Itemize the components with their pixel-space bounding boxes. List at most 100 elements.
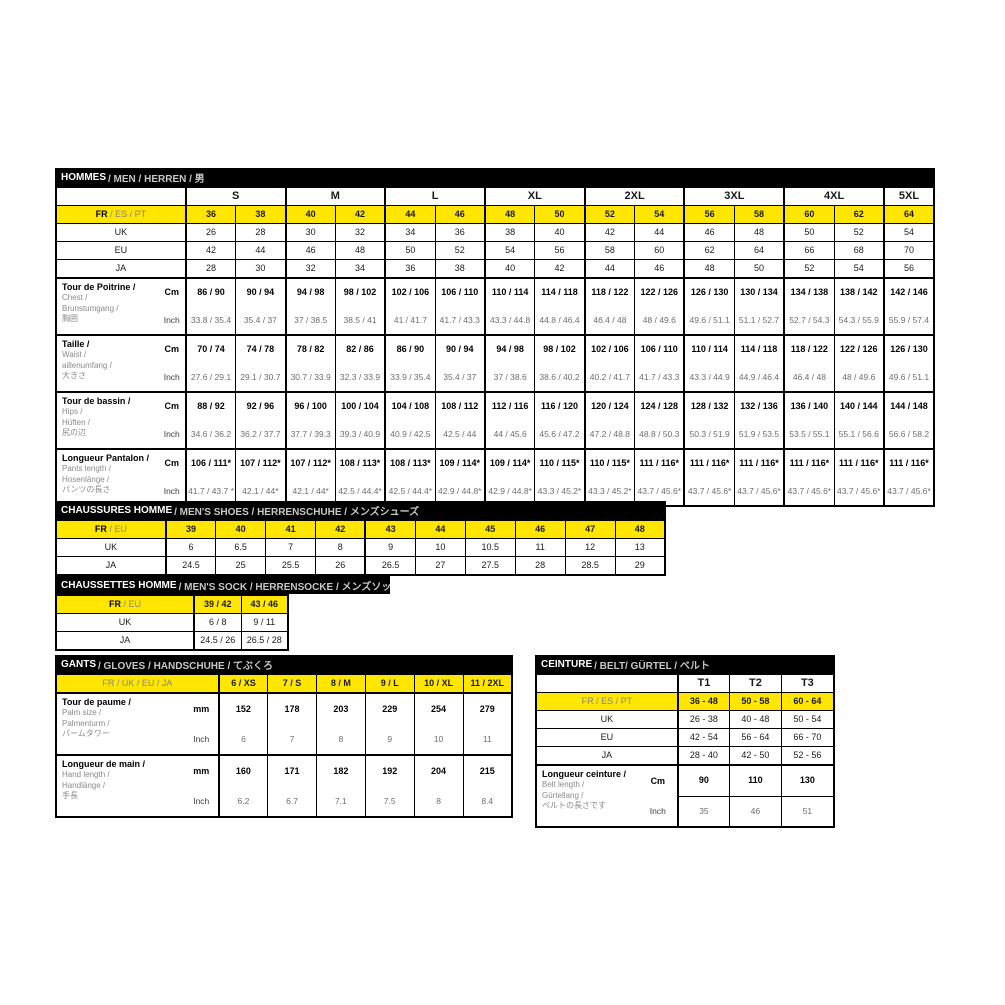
imperial-value: 43.7 / 45.6* <box>687 486 732 496</box>
metric-value: 112 / 116 <box>491 401 529 412</box>
metric-value: 279 <box>479 703 495 714</box>
measure-value-cell: 114 / 118 44.8 / 46.4 <box>534 277 586 336</box>
measure-value-cell: 110 / 114 43.3 / 44.8 <box>483 277 536 336</box>
imperial-value: 43.7 / 45.6* <box>887 486 931 496</box>
metric-value: 106 / 110 <box>441 287 479 298</box>
measure-value-cell: 110 / 115* 43.3 / 45.2* <box>583 448 636 507</box>
measure-label-main: Taille / <box>62 339 90 349</box>
region-label-cell: FR / EU <box>55 594 195 614</box>
title-text-bold: HOMMES <box>61 171 106 183</box>
measure-value-cell: 136 / 140 53.5 / 55.1 <box>783 391 835 450</box>
metric-value: 128 / 132 <box>690 401 729 412</box>
size-group-cell: M <box>284 186 386 206</box>
measure-value-cell: 140 / 144 55.1 / 56.6 <box>833 391 885 450</box>
measure-value-cell: 90 35 <box>676 764 731 828</box>
unit-top-label: Cm <box>164 287 180 298</box>
metric-value: 111 / 116* <box>739 458 779 469</box>
region-row: JA 28 - 40 42 - 50 52 - 56 <box>535 746 835 766</box>
value-cell: 48 <box>683 259 735 279</box>
measure-label-sub: パンツの長さ <box>62 485 111 494</box>
region-label-cell: UK <box>55 223 187 242</box>
metric-value: 160 <box>235 765 251 776</box>
metric-value: 100 / 104 <box>341 401 379 412</box>
value-cell: 44 <box>583 259 636 279</box>
measure-label-sub: Chest / <box>62 293 88 302</box>
measure-row: Longueur de main / Hand length / Handlänge… <box>55 754 513 818</box>
metric-value: 111 / 116* <box>789 458 830 469</box>
measure-label-sub: Hosenlänge / <box>62 474 110 484</box>
imperial-value: 43.7 / 45.6* <box>787 486 832 496</box>
value-cell: 68 <box>833 241 885 260</box>
measure-value-cell: 111 / 116* 43.7 / 45.6* <box>833 448 885 507</box>
value-cell: 40 - 48 <box>729 710 782 729</box>
shoes-table-title: CHAUSSURES HOMME / MEN'S SHOES / HERRENS… <box>55 501 666 519</box>
value-cell: 6.5 <box>215 538 267 557</box>
measure-value-cell: 70 / 74 27.6 / 29.1 <box>184 334 237 393</box>
unit-top-label: mm <box>193 765 210 776</box>
metric-value: 120 / 124 <box>591 401 629 412</box>
mens-table-title: HOMMES / MEN / HERREN / 男 <box>55 168 935 186</box>
value-cell: 26.5 <box>364 556 416 576</box>
size-value-cell: 60 - 64 <box>780 692 835 711</box>
value-cell: 26 - 38 <box>676 710 731 729</box>
value-cell: 56 <box>882 259 935 279</box>
value-cell: 52 <box>783 259 835 279</box>
imperial-value: 35.4 / 37 <box>243 315 277 325</box>
size-value-cell: 10 / XL <box>413 673 464 694</box>
value-cell: 6 / 8 <box>193 613 242 632</box>
imperial-value: 7.5 <box>383 795 396 806</box>
value-cell: 30 <box>235 259 287 279</box>
size-value-cell: 41 <box>265 519 317 539</box>
measure-value-cell: 109 / 114* 42.9 / 44.8* <box>483 448 536 507</box>
measure-value-cell: 78 / 82 30.7 / 33.9 <box>284 334 336 393</box>
size-value-cell: 48 <box>483 205 536 224</box>
value-cell: 9 / 11 <box>240 613 289 632</box>
belt-size-cell: T1 <box>676 673 731 693</box>
size-header-row: FR / ES / PT 36 38 40 42 44 46 48 50 52 54 56 58 60 62… <box>55 205 935 224</box>
metric-value: 110 <box>730 767 781 797</box>
measure-value-cell: 90 / 94 35.4 / 37 <box>235 277 287 336</box>
measure-value-cell: 122 / 126 48 / 49.6 <box>634 277 685 336</box>
imperial-value: 43.7 / 45.6* <box>637 486 681 496</box>
size-header-row: FR / EU 39 40 41 42 43 44 45 46 47 48 <box>55 519 666 539</box>
metric-value: 108 / 113* <box>390 458 431 469</box>
imperial-value: 43.3 / 44.9 <box>689 372 730 382</box>
value-cell: 54 <box>882 223 935 242</box>
size-value-cell: 44 <box>384 205 436 224</box>
measure-value-cell: 82 / 86 32.3 / 33.9 <box>334 334 386 393</box>
metric-value: 138 / 142 <box>839 287 878 298</box>
metric-value: 111 / 116* <box>639 458 680 469</box>
measure-value-cell: 74 / 78 29.1 / 30.7 <box>235 334 287 393</box>
measure-row: Tour de bassin / Hips / Hüften / 尻の辺 Cm Inch 8… <box>55 391 935 450</box>
metric-value: 106 / 110 <box>640 344 678 355</box>
metric-value: 130 <box>782 767 833 797</box>
measure-value-cell: 94 / 98 37 / 38.6 <box>483 334 536 393</box>
imperial-value: 40.2 / 41.7 <box>589 372 630 382</box>
region-label-cell: FR / ES / PT <box>55 205 187 224</box>
measure-value-cell: 144 / 148 56.6 / 58.2 <box>882 391 935 450</box>
imperial-value: 48 / 49.6 <box>642 315 676 325</box>
imperial-value: 32.3 / 33.9 <box>339 372 381 382</box>
imperial-value: 41.7 / 43.3 <box>439 315 480 325</box>
metric-value: 118 / 122 <box>790 344 828 355</box>
mens-shoes-table: CHAUSSURES HOMME / MEN'S SHOES / HERRENS… <box>55 501 666 576</box>
measure-label-sub: 尻の辺 <box>62 428 86 437</box>
size-value-cell: 6 / XS <box>217 673 269 694</box>
measure-row: Tour de paume / Palm size / Palmenturm / パー… <box>55 692 513 756</box>
size-group-cell: L <box>384 186 486 206</box>
metric-value: 130 / 134 <box>740 287 778 298</box>
unit-bottom-label: Inch <box>649 805 666 816</box>
region-row: JA 28 30 32 34 36 38 40 42 44 46 48 50 52 54 56 <box>55 259 935 279</box>
measure-value-cell: 120 / 124 47.2 / 48.8 <box>583 391 636 450</box>
value-cell: 62 <box>683 241 735 260</box>
value-cell: 60 <box>634 241 685 260</box>
measure-value-cell: 106 / 111* 41.7 / 43.7 * <box>184 448 237 507</box>
size-value-cell: 40 <box>284 205 336 224</box>
metric-value: 171 <box>284 765 300 776</box>
metric-value: 110 / 115* <box>589 458 630 469</box>
title-text-bold: GANTS <box>61 658 96 670</box>
measure-label-sub: Belt length / <box>542 780 585 789</box>
measure-value-cell: 98 / 102 38.6 / 40.2 <box>534 334 586 393</box>
metric-value: 92 / 96 <box>246 401 275 412</box>
